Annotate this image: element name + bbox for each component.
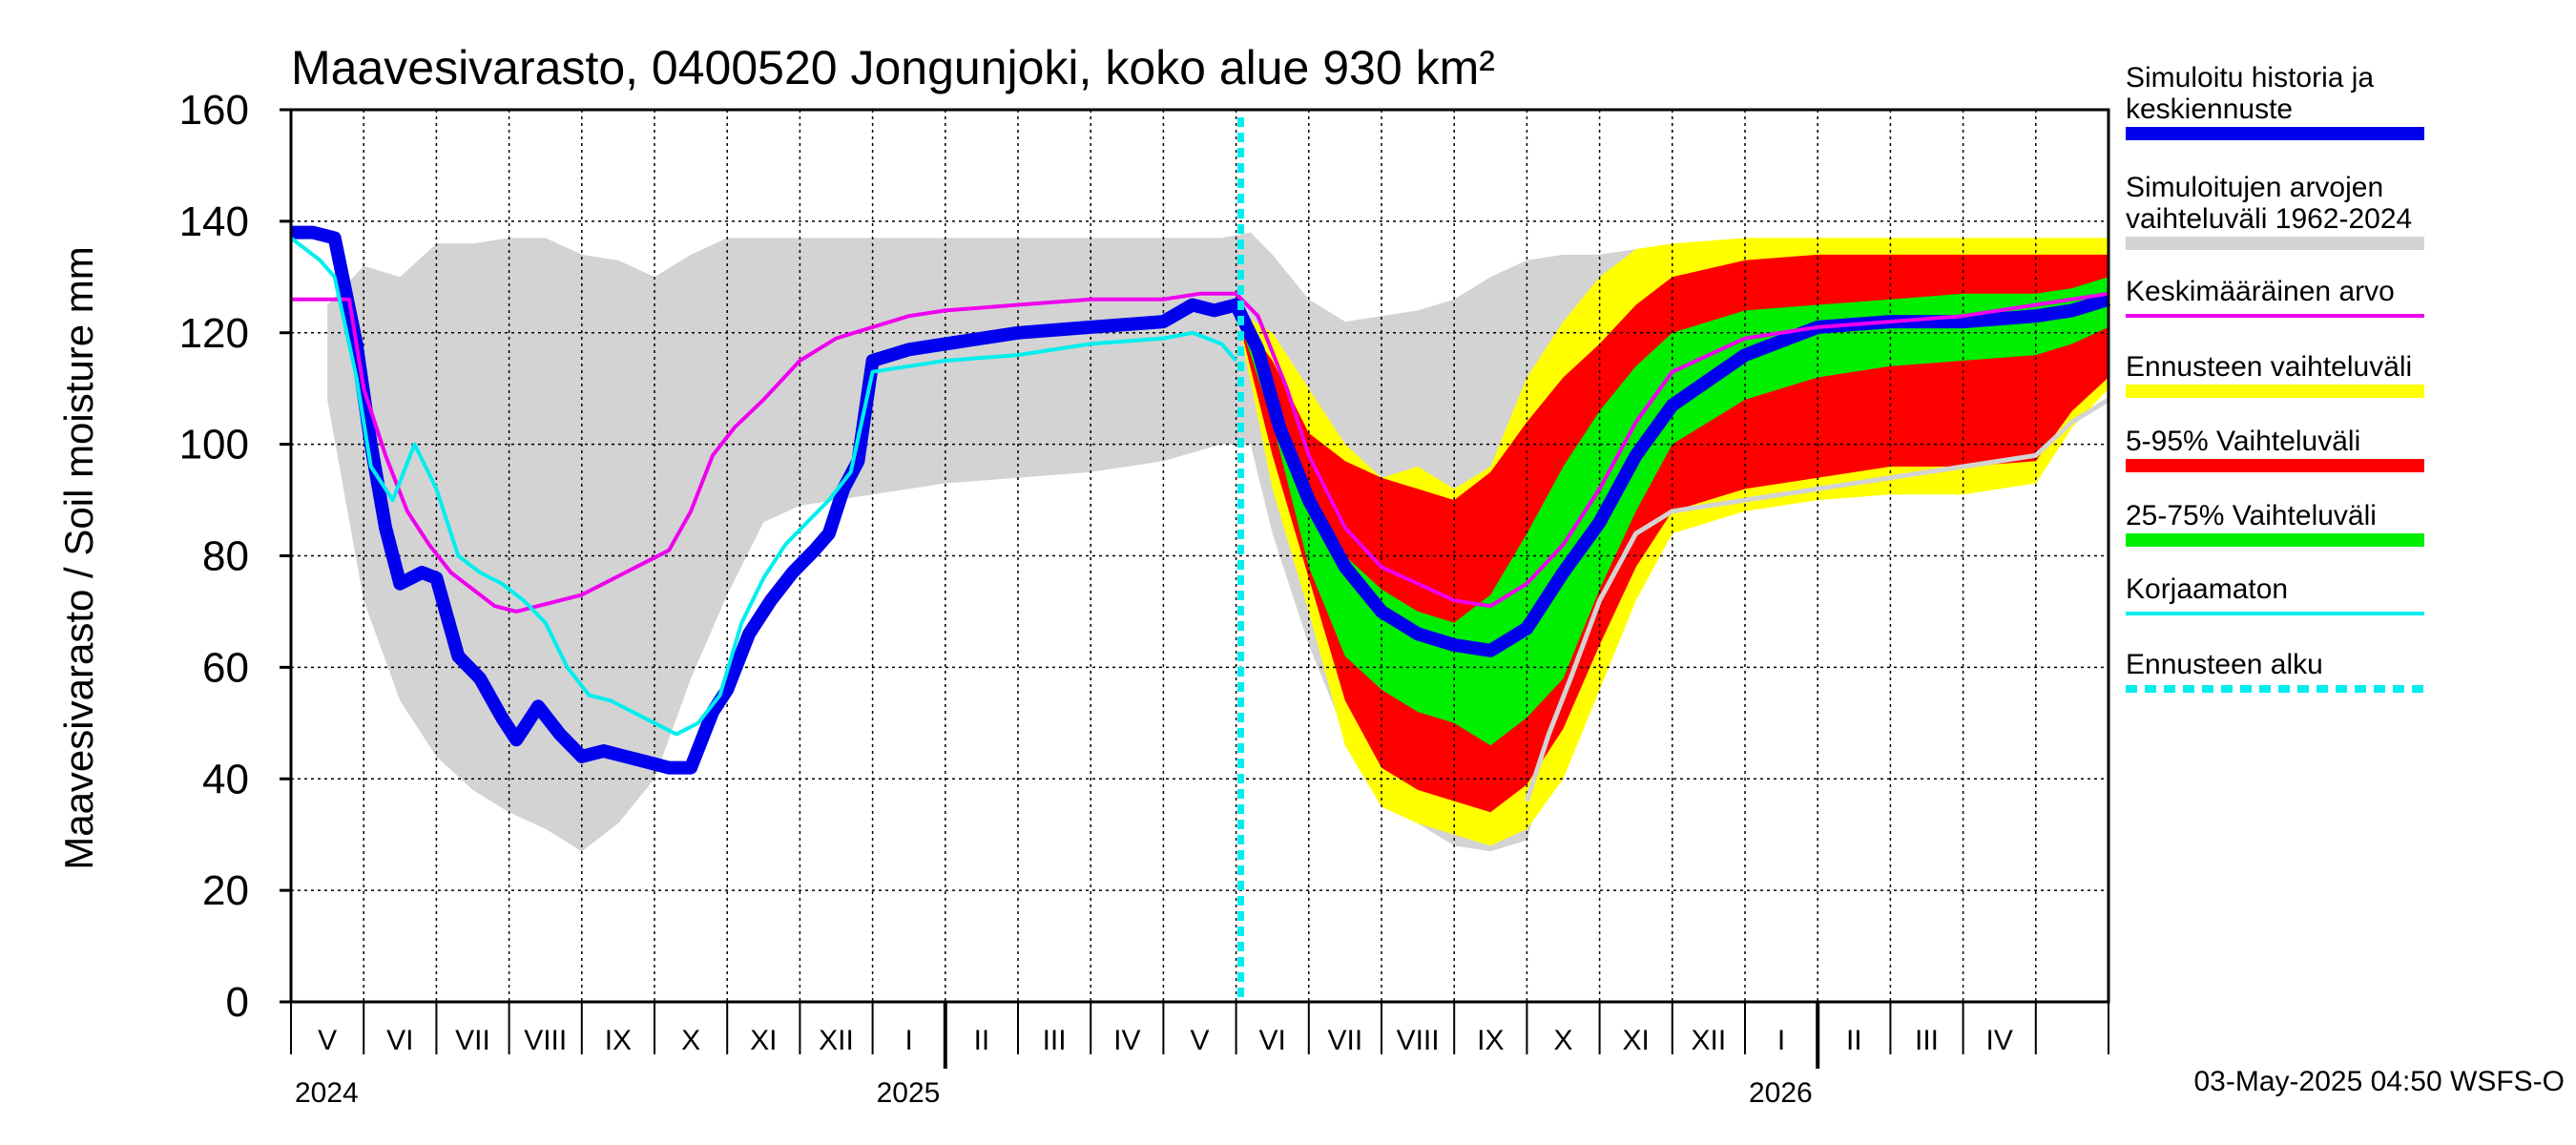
month-label: IX bbox=[605, 1025, 632, 1056]
legend-label-ennusteen-vaihteluvali: Ennusteen vaihteluväli bbox=[2126, 351, 2412, 383]
line-simuloitujen-arvojen-alaraja-2026 bbox=[1525, 397, 2110, 802]
legend: Simuloitu historia ja keskiennuste Simuloi… bbox=[2126, 62, 2424, 693]
month-label: XII bbox=[1692, 1025, 1727, 1056]
footer-timestamp: 03-May-2025 04:50 WSFS-O bbox=[2194, 1066, 2566, 1097]
y-tick-label: 120 bbox=[179, 310, 249, 357]
band-25-75-vaihteluvali bbox=[1236, 277, 2109, 746]
legend-label-ennusteen-alku: Ennusteen alku bbox=[2126, 649, 2323, 680]
month-label: I bbox=[1777, 1025, 1785, 1056]
month-label: III bbox=[1043, 1025, 1067, 1056]
y-tick-label: 140 bbox=[179, 198, 249, 245]
series-lines bbox=[289, 117, 2111, 1002]
legend-label-keskimaarainen-arvo: Keskimääräinen arvo bbox=[2126, 276, 2395, 307]
month-label: V bbox=[1190, 1025, 1209, 1056]
month-label: X bbox=[1553, 1025, 1572, 1056]
year-label: 2026 bbox=[1749, 1077, 1813, 1109]
month-label: X bbox=[681, 1025, 700, 1056]
month-label: IX bbox=[1477, 1025, 1504, 1056]
grid-lines bbox=[291, 110, 2109, 1002]
month-label: VI bbox=[1259, 1025, 1286, 1056]
y-axis-label: Maavesivarasto / Soil moisture mm bbox=[56, 246, 101, 870]
month-label: XII bbox=[819, 1025, 854, 1056]
month-label: II bbox=[974, 1025, 990, 1056]
line-keskimaarainen-arvo bbox=[291, 291, 2109, 614]
year-label: 2024 bbox=[295, 1077, 359, 1109]
y-tick-label: 40 bbox=[202, 756, 249, 802]
legend-label-simuloitujen-arvojen-vaihteluvali-1962-2024: Simuloitujen arvojen vaihteluväli 1962-20… bbox=[2126, 172, 2412, 235]
line-korjaamaton bbox=[289, 236, 1238, 737]
y-tick-label: 160 bbox=[179, 87, 249, 134]
month-label: VII bbox=[455, 1025, 490, 1056]
month-label: IV bbox=[1986, 1025, 2013, 1056]
legend-label-korjaamaton: Korjaamaton bbox=[2126, 573, 2288, 605]
month-label: VIII bbox=[1397, 1025, 1440, 1056]
line-simuloitu-historia-ja-keskiennuste bbox=[291, 225, 2111, 775]
x-axis: V VI VII VIII IX X XI XII I II III IV V VI VII VIII IX X X… bbox=[290, 1002, 2109, 1109]
y-tick-label: 60 bbox=[202, 644, 249, 691]
legend-label-simuloitu-historia-ja-keskiennuste: Simuloitu historia ja keskiennuste bbox=[2126, 62, 2374, 125]
y-tick-label: 80 bbox=[202, 533, 249, 580]
y-tick-label: 0 bbox=[226, 979, 249, 1026]
month-label: V bbox=[318, 1025, 337, 1056]
month-label: II bbox=[1846, 1025, 1862, 1056]
legend-label-25-75-vaihteluvali: 25-75% Vaihteluväli bbox=[2126, 500, 2377, 531]
month-label: XI bbox=[750, 1025, 777, 1056]
month-label: I bbox=[905, 1025, 913, 1056]
month-label: IV bbox=[1113, 1025, 1140, 1056]
year-label: 2025 bbox=[877, 1077, 941, 1109]
month-label: XI bbox=[1623, 1025, 1650, 1056]
month-label: VIII bbox=[524, 1025, 567, 1056]
y-tick-label: 100 bbox=[179, 422, 249, 468]
month-label: III bbox=[1915, 1025, 1939, 1056]
legend-label-5-95-vaihteluvali: 5-95% Vaihteluväli bbox=[2126, 426, 2360, 457]
y-axis: 0 20 40 60 80 100 120 140 160 bbox=[179, 87, 291, 1026]
month-label: VII bbox=[1328, 1025, 1363, 1056]
month-label: VI bbox=[386, 1025, 413, 1056]
chart-title: Maavesivarasto, 0400520 Jongunjoki, koko… bbox=[291, 41, 1495, 94]
y-tick-label: 20 bbox=[202, 867, 249, 914]
